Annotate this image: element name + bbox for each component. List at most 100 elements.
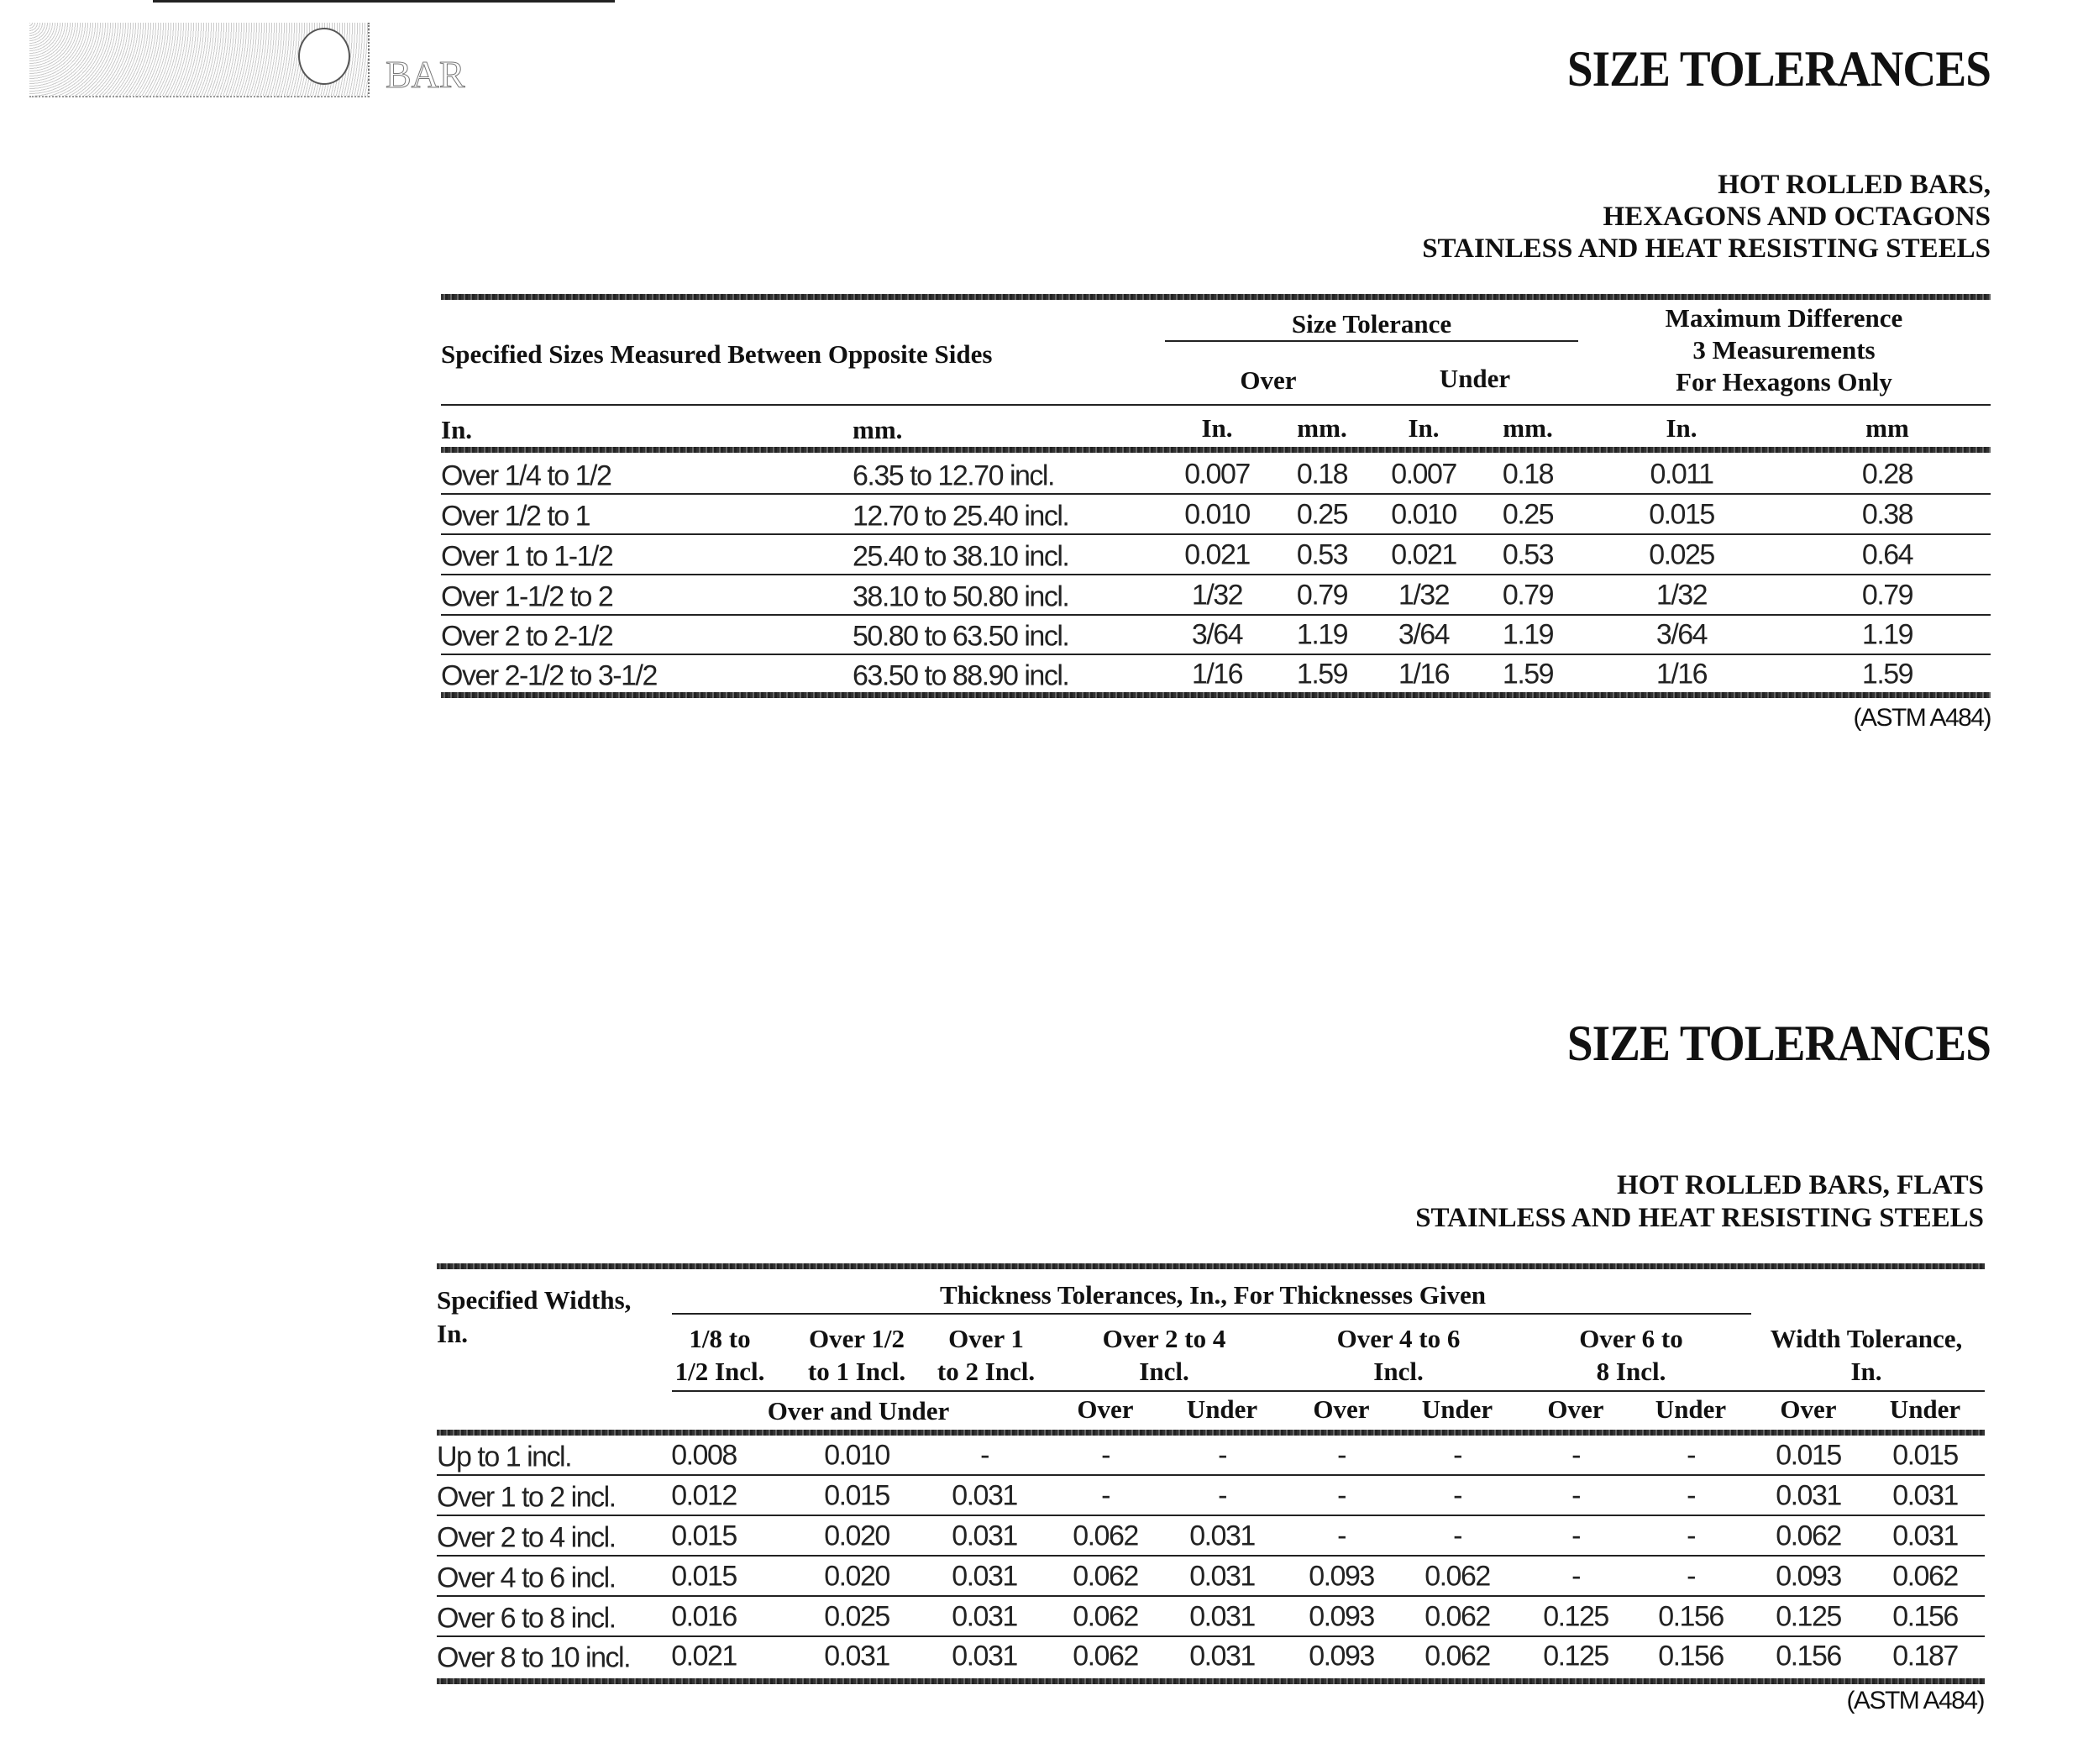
logo-circle-icon	[298, 28, 350, 85]
header-over-and-under: Over and Under	[767, 1396, 950, 1425]
row-size-mm: 25.40 to 38.10 incl.	[853, 540, 1070, 573]
row-tolerance-value: 0.79	[1502, 579, 1555, 612]
row-tolerance-value: 0.011	[1650, 458, 1714, 491]
section1-subtitle-2: HEXAGONS AND OCTAGONS	[1603, 202, 1991, 232]
row-tolerance-value: 0.015	[1776, 1439, 1842, 1472]
row-tolerance-value: -	[1337, 1520, 1346, 1552]
row-tolerance-value: 0.020	[824, 1520, 890, 1552]
row-tolerance-value: 0.021	[1184, 538, 1251, 571]
row-tolerance-value: -	[1101, 1479, 1110, 1512]
row-tolerance-value: 0.007	[1184, 458, 1251, 491]
column-group-header: 8 Incl.	[1596, 1357, 1666, 1386]
table2-header-rule	[672, 1390, 1985, 1392]
column-group-header: Over 1	[948, 1324, 1024, 1353]
header-under: Under	[1439, 364, 1511, 393]
row-tolerance-value: 0.062	[1073, 1600, 1139, 1633]
top-rule	[153, 0, 615, 3]
section1-subtitle-3: STAINLESS AND HEAT RESISTING STEELS	[1422, 234, 1991, 264]
table1-bottom-rule	[441, 692, 1991, 698]
unit-header: In.	[1201, 413, 1233, 443]
row-tolerance-value: 0.25	[1296, 498, 1349, 531]
column-group-header: Width Tolerance,	[1770, 1324, 1963, 1353]
row-tolerance-value: 0.156	[1658, 1640, 1724, 1672]
header-over-under: Over	[1313, 1394, 1370, 1424]
table2-row-rule	[437, 1515, 1985, 1516]
header-specified-sizes: Specified Sizes Measured Between Opposit…	[441, 339, 993, 369]
row-tolerance-value: 0.031	[1892, 1479, 1959, 1512]
row-tolerance-value: 1.19	[1296, 618, 1349, 651]
row-tolerance-value: 1.59	[1861, 658, 1914, 690]
row-tolerance-value: 0.015	[671, 1560, 737, 1593]
header-size-tolerance: Size Tolerance	[1291, 309, 1452, 339]
row-tolerance-value: 0.062	[1425, 1640, 1491, 1672]
column-group-header: to 2 Incl.	[937, 1357, 1036, 1386]
header-over-under: Under	[1889, 1394, 1961, 1424]
header-over-under: Over	[1547, 1394, 1604, 1424]
row-size-mm: 38.10 to 50.80 incl.	[853, 580, 1070, 613]
thickness-underline	[672, 1313, 1751, 1315]
row-tolerance-value: -	[1687, 1439, 1696, 1472]
row-tolerance-value: -	[1687, 1479, 1696, 1512]
unit-header: mm.	[1503, 413, 1553, 443]
row-tolerance-value: -	[1571, 1520, 1581, 1552]
row-tolerance-value: 0.093	[1309, 1600, 1375, 1633]
row-tolerance-value: 0.015	[1892, 1439, 1959, 1472]
row-tolerance-value: -	[1337, 1439, 1346, 1472]
header-over-under: Over	[1780, 1394, 1837, 1424]
column-group-header: 1/8 to	[689, 1324, 751, 1353]
header-specified-widths: Specified Widths,	[437, 1285, 632, 1315]
row-tolerance-value: 0.125	[1776, 1600, 1842, 1633]
table1-row-rule	[441, 493, 1991, 495]
row-tolerance-value: 0.79	[1861, 579, 1914, 612]
row-width: Over 1 to 2 incl.	[437, 1481, 617, 1514]
row-tolerance-value: 0.53	[1296, 538, 1349, 571]
row-tolerance-value: 0.010	[824, 1439, 890, 1472]
row-tolerance-value: 1.19	[1861, 618, 1914, 651]
row-tolerance-value: 0.156	[1776, 1640, 1842, 1672]
logo	[29, 23, 370, 97]
row-tolerance-value: -	[1218, 1479, 1227, 1512]
row-size-mm: 12.70 to 25.40 incl.	[853, 500, 1070, 533]
row-tolerance-value: 0.28	[1861, 458, 1914, 491]
row-tolerance-value: 0.062	[1425, 1560, 1491, 1593]
row-tolerance-value: 0.031	[824, 1640, 890, 1672]
row-tolerance-value: 0.031	[952, 1600, 1018, 1633]
row-size-mm: 6.35 to 12.70 incl.	[853, 459, 1055, 492]
row-tolerance-value: 0.025	[824, 1600, 890, 1633]
header-over-under: Under	[1655, 1394, 1727, 1424]
row-tolerance-value: 0.016	[671, 1600, 737, 1633]
row-tolerance-value: 0.020	[824, 1560, 890, 1593]
row-tolerance-value: 0.015	[824, 1479, 890, 1512]
row-tolerance-value: 0.025	[1649, 538, 1715, 571]
row-tolerance-value: 0.031	[1892, 1520, 1959, 1552]
row-tolerance-value: -	[1571, 1560, 1581, 1593]
row-tolerance-value: 1.19	[1502, 618, 1555, 651]
column-group-header: Over 4 to 6	[1336, 1324, 1461, 1353]
row-tolerance-value: 0.012	[671, 1479, 737, 1512]
row-tolerance-value: 1.59	[1296, 658, 1349, 690]
row-width: Up to 1 incl.	[437, 1441, 573, 1473]
row-tolerance-value: 1/32	[1655, 579, 1708, 612]
header-max-difference-line: For Hexagons Only	[1676, 367, 1892, 396]
table2-row-rule	[437, 1635, 1985, 1637]
row-tolerance-value: 0.031	[952, 1520, 1018, 1552]
unit-header: In.	[1666, 413, 1697, 443]
logo-text: BAR	[386, 53, 466, 97]
header-specified-widths: In.	[437, 1319, 469, 1348]
row-tolerance-value: 0.062	[1073, 1520, 1139, 1552]
table2-row-rule	[437, 1474, 1985, 1476]
unit-header: In.	[1408, 413, 1440, 443]
row-tolerance-value: 0.25	[1502, 498, 1555, 531]
row-tolerance-value: 1/32	[1398, 579, 1451, 612]
row-tolerance-value: 0.010	[1184, 498, 1251, 531]
row-tolerance-value: 0.093	[1309, 1560, 1375, 1593]
row-size-in: Over 2-1/2 to 3-1/2	[441, 659, 658, 692]
row-tolerance-value: 0.062	[1073, 1640, 1139, 1672]
row-tolerance-value: -	[1453, 1479, 1462, 1512]
row-tolerance-value: 0.062	[1425, 1600, 1491, 1633]
header-over: Over	[1240, 365, 1297, 395]
row-tolerance-value: 0.008	[671, 1439, 737, 1472]
row-tolerance-value: 0.031	[1189, 1520, 1256, 1552]
row-tolerance-value: 0.156	[1658, 1600, 1724, 1633]
column-group-header: Over 2 to 4	[1102, 1324, 1226, 1353]
